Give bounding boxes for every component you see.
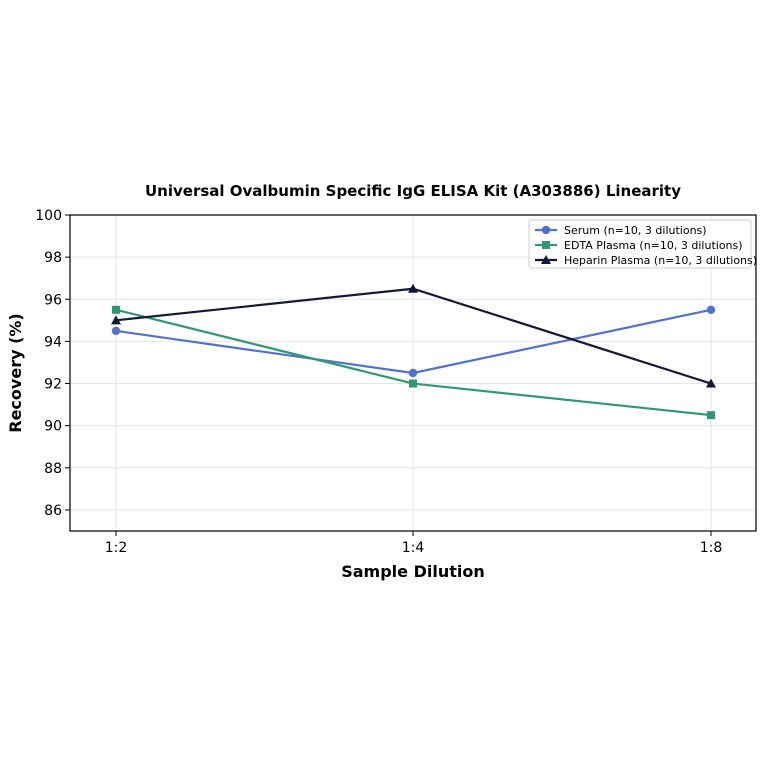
- legend-swatch-marker: [541, 255, 551, 264]
- legend-swatch-marker: [542, 241, 550, 249]
- legend-entry-label: EDTA Plasma (n=10, 3 dilutions): [564, 239, 743, 252]
- y-tick-label: 94: [44, 334, 62, 350]
- legend-box: [528, 219, 752, 269]
- y-tick-label: 88: [44, 461, 62, 477]
- legend-entry-label: Serum (n=10, 3 dilutions): [564, 224, 707, 237]
- y-tick-label: 86: [44, 503, 62, 519]
- data-point: [111, 315, 121, 325]
- data-point: [409, 379, 417, 388]
- y-tick-label: 98: [44, 250, 62, 266]
- series-triangle: [111, 283, 716, 388]
- ticks: 1:2 1:4 1:8 86 88 90 92 94 96 98 100: [35, 208, 722, 556]
- y-tick-label: 100: [35, 208, 62, 224]
- data-point: [706, 305, 716, 314]
- x-tick-label: 1:8: [700, 540, 723, 556]
- legend-entry-label: Heparin Plasma (n=10, 3 dilutions): [564, 254, 757, 267]
- legend: Serum (n=10, 3 dilutions) EDTA Plasma (n=…: [528, 219, 757, 269]
- data-point: [111, 326, 121, 336]
- series-layer: [111, 283, 716, 420]
- series-square: [112, 305, 715, 420]
- data-point: [706, 378, 716, 388]
- x-axis-label: Sample Dilution: [341, 562, 485, 581]
- y-tick-label: 96: [44, 292, 62, 308]
- series-circle: [111, 305, 716, 378]
- data-point: [707, 411, 715, 420]
- legend-swatch-marker: [541, 225, 551, 235]
- x-tick-label: 1:2: [105, 540, 128, 556]
- data-point: [408, 368, 418, 378]
- data-point: [408, 283, 418, 293]
- x-tick-label: 1:4: [402, 540, 425, 556]
- y-tick-label: 90: [44, 419, 62, 435]
- y-axis-label: Recovery (%): [6, 313, 25, 432]
- chart-title: Universal Ovalbumin Specific IgG ELISA K…: [145, 182, 681, 200]
- y-tick-label: 92: [44, 377, 62, 393]
- data-point: [112, 305, 120, 314]
